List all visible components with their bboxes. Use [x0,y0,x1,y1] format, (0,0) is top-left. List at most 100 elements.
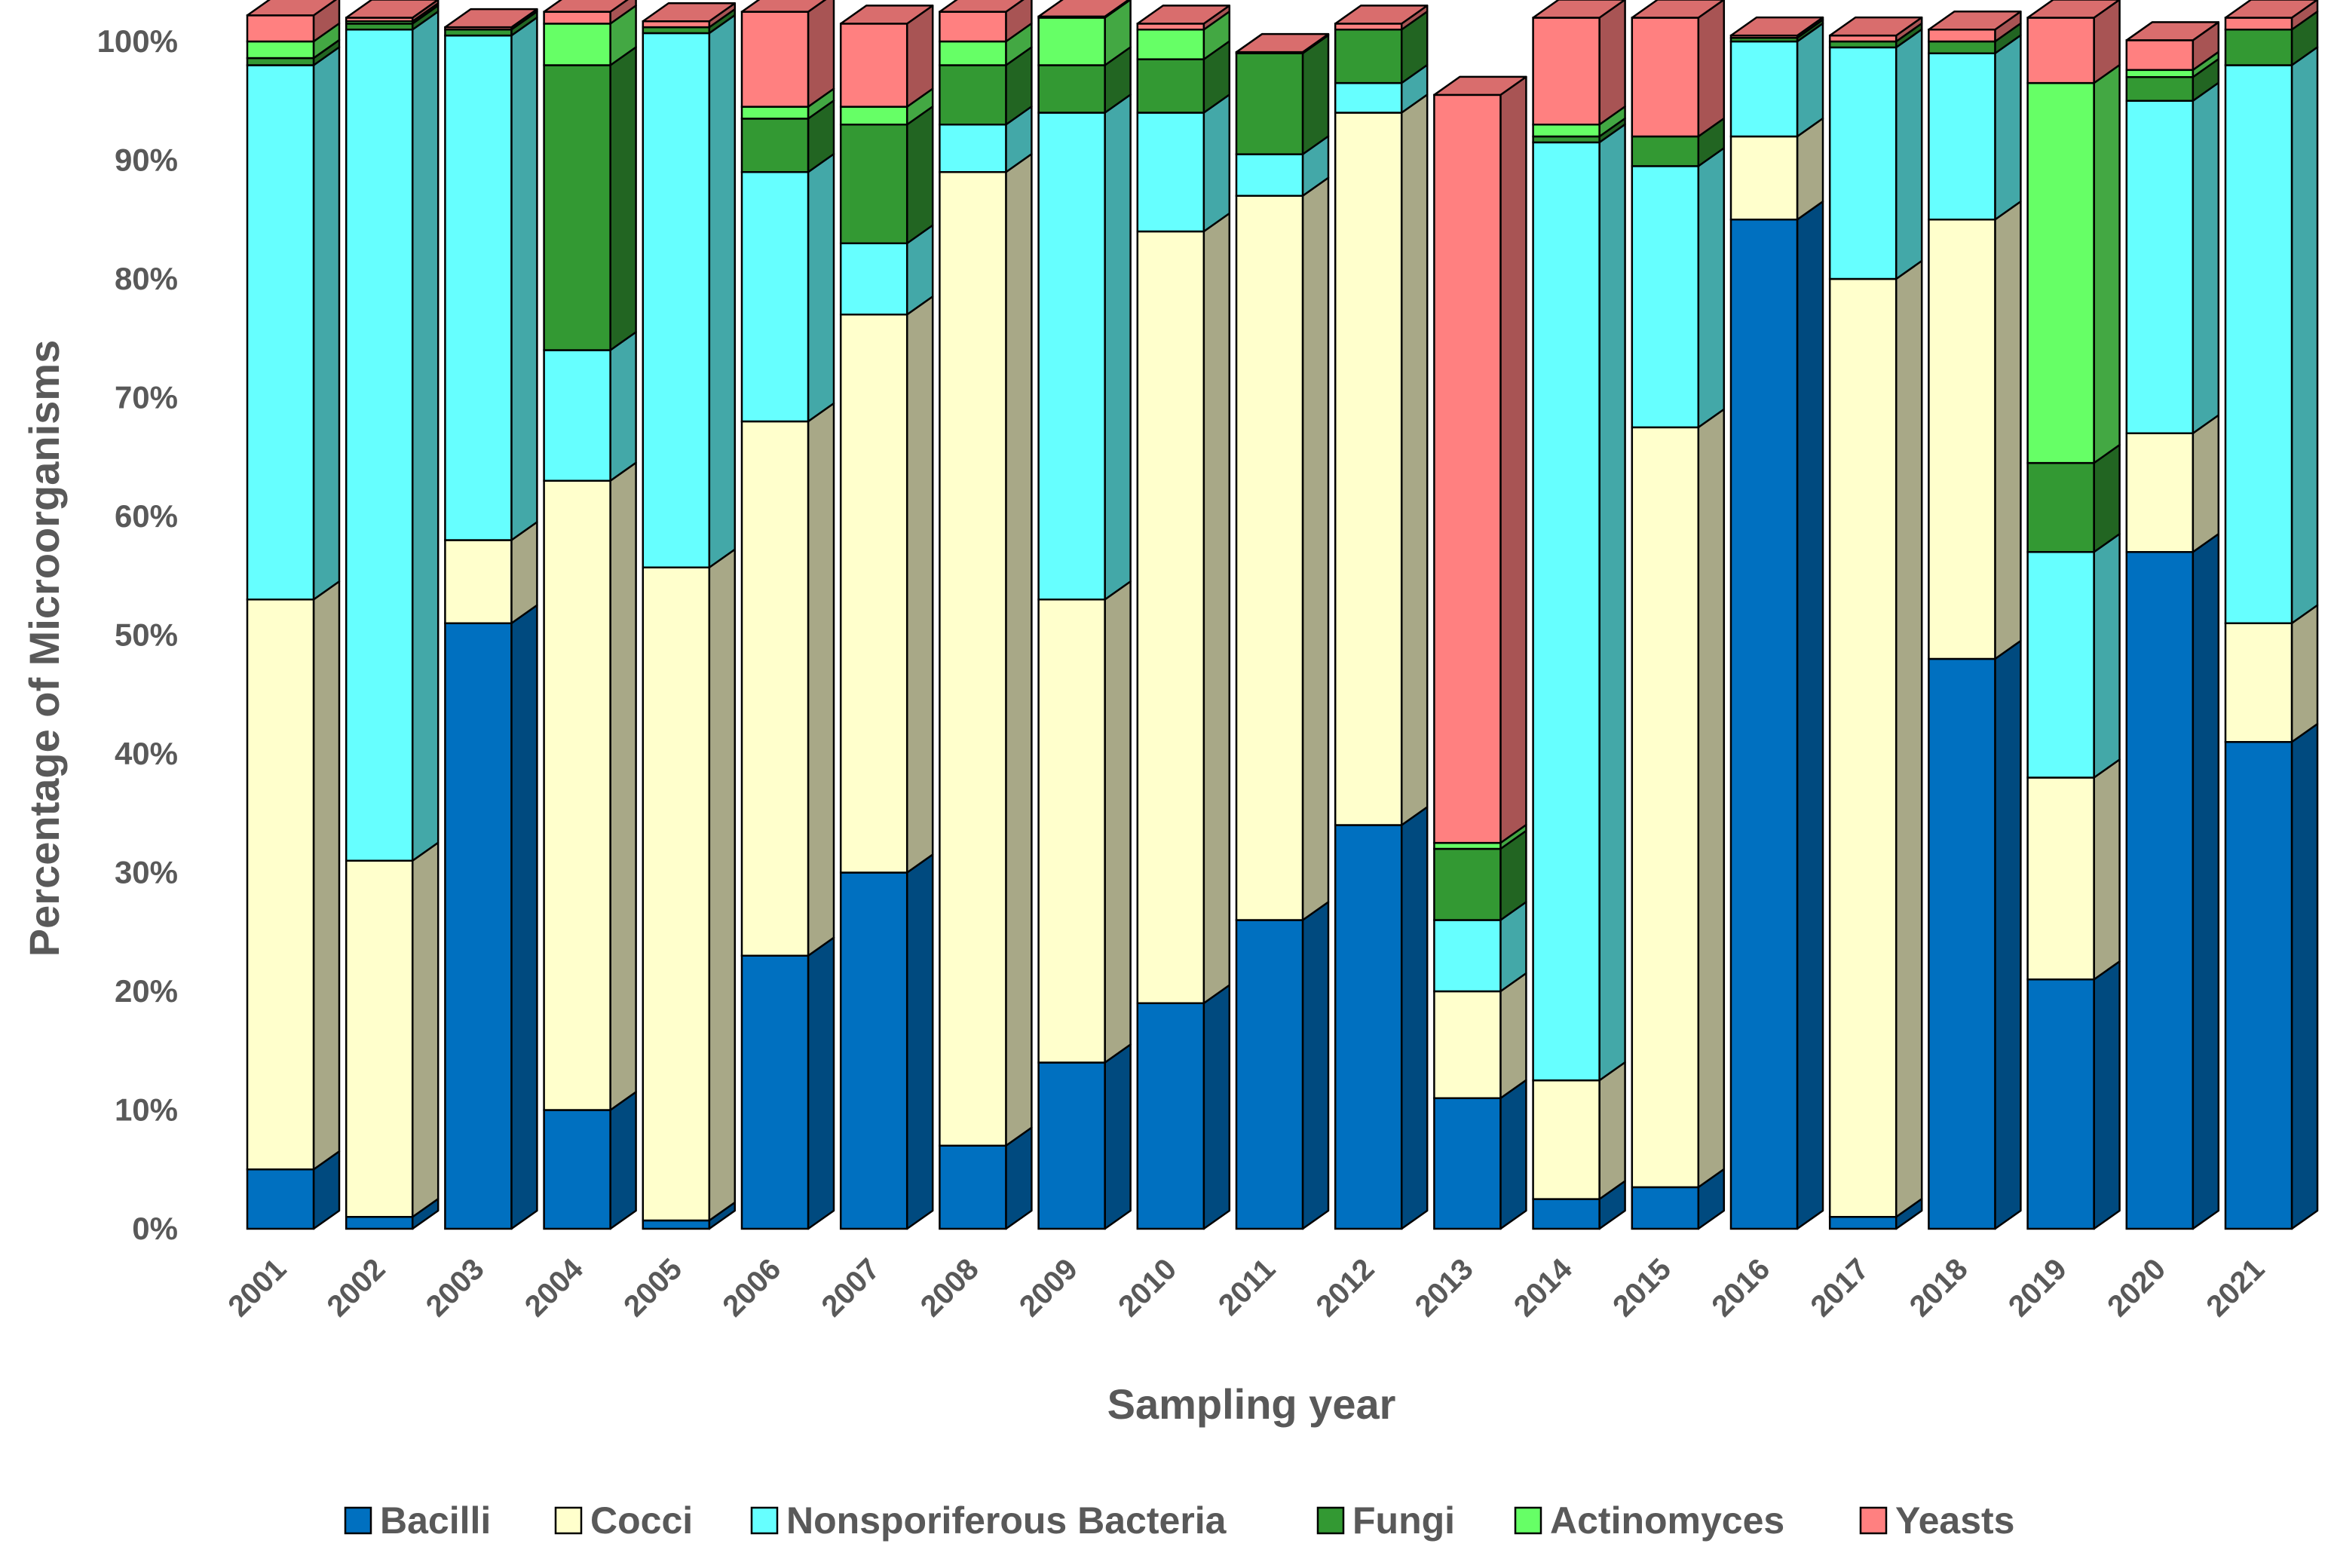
bar-segment-cocci [1828,259,1923,1218]
bar-segment-side [2093,758,2121,981]
bar-segment-bacilli [839,853,934,1230]
bar-segment-bacilli [246,1150,341,1230]
bar-segment-cocci [1928,201,2022,660]
bar-segment-front [939,171,1007,1147]
bar-segment-side [905,106,934,244]
bar-segment-front [1828,46,1898,280]
y-tick-label: 70% [115,380,178,415]
y-tick-label: 90% [115,142,178,178]
bar-2016 [1729,16,1824,1230]
bars-layer [246,0,2319,1230]
bar-top-cap [1433,75,1527,96]
bar-segment-yeasts [1433,75,1527,844]
x-tick-label: 2018 [1904,1252,1974,1323]
bar-2020 [2125,21,2220,1230]
bar-segment-bacilli [2125,533,2220,1230]
bar-2019 [2026,0,2121,1230]
bar-segment-side [1697,147,1726,429]
x-tick-label: 2007 [816,1252,887,1323]
bar-segment-front [839,23,908,108]
bar-segment-nonsporiferous-bacteria [246,46,341,601]
bar-segment-side [1202,984,1231,1230]
bar-segment-actinomyces [246,22,341,60]
bar-segment-side [1104,1043,1132,1230]
legend-swatch [750,1506,779,1535]
bar-segment-fungi [1037,46,1132,114]
bar-top-cap [1334,5,1429,25]
bar-segment-bacilli [1334,806,1429,1230]
bar-segment-nonsporiferous-bacteria [1136,93,1231,233]
legend: Bacilli Cocci Nonsporiferous Bacteria Fungi… [344,1499,2014,1542]
bar-segment-front [246,57,315,66]
bar-segment-front [543,349,611,482]
bar-segment-actinomyces [1136,11,1231,60]
legend-item: Actinomyces [1514,1499,1784,1542]
bar-segment-front [839,314,908,874]
bar-segment-front [1631,165,1700,429]
bar-segment-side [2192,533,2220,1230]
bar-segment-front [543,64,611,351]
bar-segment-side [1499,75,1527,844]
bar-segment-side [1994,639,2022,1230]
bar-segment-front [1433,847,1502,921]
bar-segment-front [246,599,315,1171]
x-tick-label: 2010 [1112,1252,1183,1323]
bar-segment-front [2224,741,2293,1230]
legend-item: Yeasts [1859,1499,2014,1542]
bar-segment-side [2093,533,2121,779]
legend-label: Fungi [1352,1499,1455,1542]
bar-segment-side [905,296,934,874]
bar-segment-front [740,954,810,1230]
bar-segment-front [345,859,414,1218]
bar-segment-front [1532,141,1600,1082]
x-tick-label: 2013 [1409,1252,1480,1323]
legend-item: Fungi [1316,1499,1455,1542]
bar-segment-bacilli [1532,1180,1626,1230]
bar-segment-side [1005,153,1033,1147]
bar-segment-front [2125,39,2195,72]
bar-segment-cocci [939,153,1033,1147]
bar-segment-front [1334,112,1403,826]
bar-segment-front [1136,58,1205,114]
bar-segment-side [609,331,637,482]
bar-segment-fungi [839,106,934,244]
bar-segment-front [740,171,810,423]
bar-2010 [1136,5,1231,1230]
bar-segment-nonsporiferous-bacteria [1433,901,1527,993]
bar-top-cap [1037,0,1130,18]
bar-segment-side [1400,806,1429,1230]
bar-segment-front [345,29,414,862]
bar-2012 [1334,5,1429,1230]
bar-segment-front [740,420,810,957]
bar-segment-front [1334,29,1403,84]
bar-segment-yeasts [1631,0,1726,138]
bar-segment-cocci [345,841,440,1218]
bar-segment-front [1433,1097,1502,1230]
bar-segment-side [312,46,341,601]
bar-2002 [345,0,440,1230]
bar-2014 [1532,0,1626,1230]
bar-2018 [1928,11,2022,1230]
bar-segment-front [2026,978,2095,1230]
bar-segment-side [609,1091,637,1230]
bar-segment-side [1301,176,1330,921]
bar-segment-side [411,841,440,1218]
bar-2006 [740,0,835,1230]
x-tick-label: 2005 [617,1252,688,1323]
bar-segment-cocci [839,296,934,874]
bar-segment-front [1828,1216,1898,1230]
bar-top-cap [246,0,337,17]
bar-top-cap [2224,0,2319,19]
bar-segment-nonsporiferous-bacteria [444,16,538,541]
bar-top-cap [1532,0,1626,19]
bar-segment-front [839,871,908,1230]
bar-segment-nonsporiferous-bacteria [1235,135,1330,197]
bar-segment-cocci [1729,117,1824,221]
bar-segment-front [839,124,908,244]
bar-segment-nonsporiferous-bacteria [839,224,934,316]
bar-segment-front [740,106,810,120]
x-tick-label: 2021 [2200,1252,2271,1323]
x-tick-label: 2019 [2002,1252,2073,1323]
bar-segment-side [1301,34,1330,155]
bar-segment-cocci [1136,212,1231,1004]
